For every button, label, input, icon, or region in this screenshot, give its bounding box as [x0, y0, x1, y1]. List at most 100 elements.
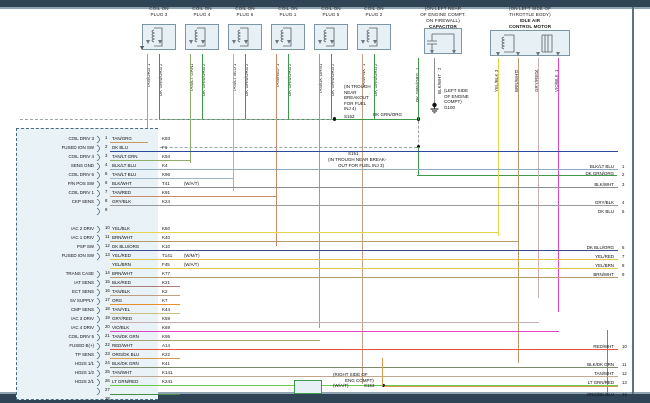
ecm-pin-9-number: 9	[105, 207, 108, 212]
wire-dkgrn-org-coil2	[374, 54, 376, 120]
ecm-connector-block[interactable]	[16, 128, 158, 400]
capacitor-pin2-wire-label: BLK/WHT	[437, 73, 442, 94]
wire-tan-ltgrn-coil4	[190, 54, 192, 163]
ecm-pin-8-name: CKP SENS	[71, 199, 94, 204]
ecm-wire-6-stroke	[110, 187, 618, 189]
ecm-pin-8-code: K24	[162, 199, 171, 204]
ecm-pin-14-wire: BRN/WHT	[112, 271, 133, 276]
wire-dkgrn-org-coil6	[245, 54, 247, 120]
bottom-small-connector[interactable]	[294, 380, 322, 394]
ecm-pin-3-number: 3	[105, 153, 108, 158]
ecm-wire-3-stroke	[110, 160, 191, 162]
s152-wire-label: DK GRN/ORG	[373, 112, 403, 117]
ecm-pin-12-wire: DK BLU/ORG	[112, 244, 140, 249]
ecm-pin-6-note: (W/A/T)	[184, 181, 199, 186]
capacitor-symbol	[427, 33, 455, 52]
right-pin-7-number: 7	[622, 254, 625, 259]
s152-note-line5: INJ 4)	[344, 106, 357, 111]
coil-6-label-line2: PLUG 6	[236, 12, 254, 17]
wire-dkgrn-org-coil5	[331, 54, 333, 120]
ecm-pin-3-code: K94	[162, 154, 171, 159]
capacitor-pin2-number: 2	[437, 67, 442, 70]
ecm-pin-17-wire: ORG	[112, 298, 123, 303]
ecm-wire-8-stroke	[110, 205, 618, 207]
s153-note-line2: ENG COMPT)	[345, 377, 374, 383]
right-pin-9-wire: BRN/WHT	[593, 272, 614, 277]
right-pin-5-number: 5	[622, 209, 625, 214]
ecm-pin-brackets	[96, 135, 100, 396]
wire-tan-org-coil3	[147, 54, 149, 146]
dashed-vert-s152-s151	[418, 121, 419, 147]
ecm-pin-20-code: K69	[162, 325, 171, 330]
wire-tan-dkgrn-coil5	[319, 54, 321, 328]
ecm-pin-13b-note: (W/A/T)	[184, 262, 199, 267]
bottom-band	[0, 394, 650, 403]
ecm-pin-15-code: K21	[162, 280, 171, 285]
dashed-line-s151	[20, 147, 417, 148]
wire-cap-dkgrn-org	[417, 58, 419, 120]
dashed-line-s152-left	[20, 119, 332, 120]
right-pin-5-wire: DK BLU	[598, 209, 614, 214]
right-pin-9-number: 9	[622, 272, 625, 277]
coil-5-label-line2: PLUG 5	[322, 12, 340, 17]
right-pin-2-wire: DK GRN/ORG	[585, 171, 614, 176]
ecm-pin-1-wire: TAN/ORG	[112, 136, 132, 141]
right-inner-rule	[607, 330, 609, 394]
ecm-pin-16-code: K2	[162, 289, 168, 294]
s153-vert-run	[382, 358, 384, 386]
right-pin-12-number: 12	[622, 371, 627, 376]
ecm-pin-2-name: FUSED ION SW	[61, 145, 94, 150]
ecm-pin-13b-wire: YEL/BRN	[112, 262, 131, 267]
right-pin-13-number: 13	[622, 380, 627, 385]
right-pin-6-number: 6	[622, 245, 625, 250]
s153-id-label: S153	[364, 383, 375, 388]
ecm-wire-16-stroke	[110, 295, 180, 297]
ecm-wire-20-stroke	[110, 331, 559, 333]
ecm-pin-23-name: TP SENS	[75, 352, 94, 357]
ecm-pin-22-code: A14	[162, 343, 171, 348]
s152-note-line4: FOR FUEL	[344, 100, 367, 106]
ecm-pin-19-number: 19	[105, 315, 110, 320]
ecm-wire-27-stroke	[110, 394, 180, 396]
s152-note-line2: NEAR	[344, 89, 357, 95]
right-pin-6-wire: DK BLU/ORG	[586, 245, 614, 250]
ecm-pin-15-number: 15	[105, 279, 110, 284]
ecm-pin-21-wire: TAN/DK GRN	[112, 334, 139, 339]
ecm-pin-7-number: 7	[105, 189, 108, 194]
green-bus-to-s152	[374, 119, 418, 121]
ecm-pin-22-name: FUSED B(+)	[69, 343, 94, 348]
coil-4-label-line2: PLUG 4	[193, 12, 211, 17]
right-pin-8-number: 8	[622, 263, 625, 268]
ecm-pin-13-name: FUSED ION SW	[61, 253, 94, 258]
ecm-pin-11-number: 11	[105, 234, 110, 239]
bottom-band-edge	[0, 392, 650, 394]
coil-2-label-line1: COIL ON	[364, 6, 384, 11]
ecm-pin-3-name: COIL DRIV 4	[68, 154, 94, 159]
ecm-pin-11-wire: BRN/WHT	[112, 235, 133, 240]
capacitor-name: CAPACITOR	[429, 24, 457, 29]
ecm-pin-24-code: K41	[162, 361, 171, 366]
wire-dkgrn-org-coil1	[288, 54, 290, 120]
capacitor-location-line2: OF ENGINE COMPT.	[420, 12, 466, 17]
s152-note-line1: (IN TROUGH	[344, 84, 371, 89]
ecm-pin-4-code: K4	[162, 163, 168, 168]
ecm-pin-19-code: K59	[162, 316, 171, 321]
coil-symbols	[139, 27, 378, 50]
iac-name-line2: CONTROL MOTOR	[508, 24, 552, 29]
capacitor-location-line1: (ON LEFT REAR	[424, 6, 462, 11]
coil-pin-arrows	[146, 40, 377, 44]
wire-iac-gry-red	[538, 58, 540, 298]
ecm-pin-10-code: K60	[162, 226, 171, 231]
ecm-pin-26-code: K241	[162, 379, 173, 384]
coil-1-label-line1: COIL ON	[278, 6, 298, 11]
wire-tan-red-coil1	[276, 54, 278, 246]
right-pin-12-wire: TAN/WHT	[594, 371, 614, 376]
ecm-pin-5-name: COIL DRIV 6	[68, 172, 94, 177]
ecm-pin-12-number: 12	[105, 243, 110, 248]
coil-connector-3[interactable]	[142, 24, 176, 50]
ecm-wire-7-stroke	[110, 196, 277, 198]
right-pin-1-number: 1	[622, 164, 625, 169]
s151-id-label: S151	[348, 151, 359, 156]
ecm-wire-13b-stroke	[110, 268, 618, 270]
